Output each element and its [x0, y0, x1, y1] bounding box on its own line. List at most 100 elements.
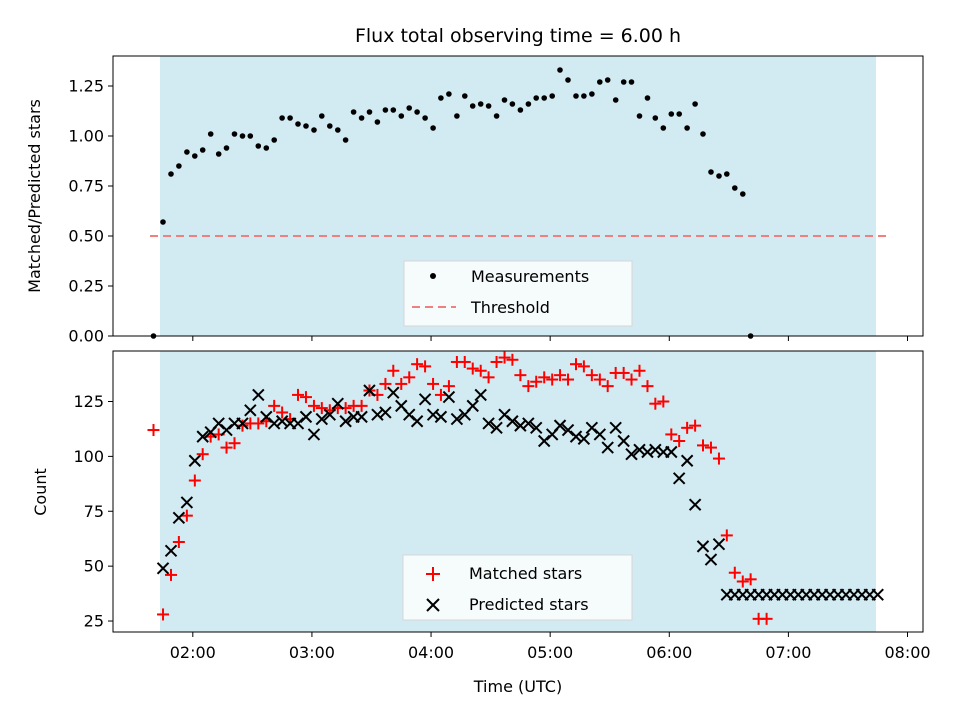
- matched-star-point: [196, 448, 209, 461]
- predicted-star-point: [553, 419, 567, 432]
- measurement-point: [446, 91, 452, 97]
- predicted-star-point: [188, 454, 202, 467]
- matched-star-point: [538, 371, 551, 384]
- measurement-point: [192, 153, 198, 159]
- predicted-star-point: [530, 421, 543, 435]
- matched-star-point: [188, 474, 201, 487]
- x-axis-label: Time (UTC): [473, 677, 562, 696]
- measurement-point: [533, 95, 539, 101]
- measurement-point: [295, 121, 301, 127]
- measurement-point: [350, 109, 357, 115]
- matched-star-point: [506, 353, 519, 366]
- matched-star-point: [593, 373, 606, 386]
- predicted-star-point: [625, 447, 638, 461]
- predicted-star-point: [649, 443, 662, 456]
- measurement-point: [199, 147, 206, 153]
- predicted-star-point: [617, 434, 630, 448]
- measurement-point: [684, 125, 690, 131]
- bottom-legend-box: [402, 554, 633, 621]
- matched-star-point: [498, 351, 511, 364]
- matched-star-point: [379, 377, 392, 390]
- matched-star-point: [728, 566, 741, 579]
- bottom-y-tick-label: 75: [84, 502, 104, 521]
- predicted-star-point: [315, 412, 329, 426]
- measurement-point: [406, 105, 413, 111]
- predicted-star-point: [180, 496, 194, 509]
- matched-star-point: [172, 535, 185, 548]
- measurement-point: [644, 95, 651, 101]
- bottom-y-tick-label: 50: [84, 557, 104, 576]
- matched-star-point: [657, 395, 670, 408]
- matched-star-point: [268, 399, 281, 412]
- predicted-star-point: [712, 537, 726, 551]
- measurement-point: [485, 103, 492, 109]
- measurement-point: [366, 109, 373, 115]
- matched-star-point: [355, 399, 368, 412]
- predicted-star-point: [577, 432, 591, 446]
- matched-star-point: [625, 373, 638, 386]
- measurement-point: [382, 107, 389, 113]
- measurement-point: [724, 171, 730, 177]
- matched-star-point: [291, 388, 304, 401]
- measurement-point: [438, 95, 444, 101]
- predicted-star-point: [252, 388, 265, 402]
- measurement-point: [271, 137, 278, 143]
- top-legend: Measurements Threshold: [403, 260, 633, 327]
- top-measurement-points: [150, 67, 754, 339]
- measurement-point: [517, 107, 524, 113]
- measurement-point: [692, 101, 698, 107]
- matched-star-point: [419, 360, 432, 373]
- measurement-point: [541, 95, 547, 101]
- measurement-point: [477, 101, 484, 107]
- matched-star-point: [395, 377, 408, 390]
- measurement-point: [549, 93, 555, 99]
- top-panel: 0.00 0.25 0.50 0.75 1.00 1.25 Matched/Predict…: [25, 55, 924, 346]
- top-y-ticks: 0.00 0.25 0.50 0.75 1.00 1.25: [68, 77, 113, 346]
- bottom-x-tick-label: 02:00: [170, 643, 216, 662]
- predicted-star-point: [665, 445, 678, 459]
- measurement-point: [239, 133, 246, 139]
- measurement-point: [160, 219, 166, 225]
- predicted-star-point: [331, 397, 344, 410]
- bottom-x-tick-label: 06:00: [646, 643, 692, 662]
- measurement-point: [509, 101, 516, 107]
- measurement-point: [287, 115, 293, 121]
- top-y-tick-label: 0.50: [68, 227, 104, 246]
- top-axes-frame: [112, 55, 924, 337]
- measurement-point: [374, 119, 381, 125]
- measurement-point: [660, 125, 667, 131]
- predicted-star-point: [641, 445, 654, 459]
- predicted-star-point: [506, 415, 519, 428]
- predicted-star-point: [474, 388, 487, 402]
- measurement-point: [612, 97, 619, 103]
- measurement-point: [708, 169, 714, 175]
- predicted-star-point: [275, 415, 289, 428]
- bottom-axes-frame: [112, 350, 924, 633]
- matched-star-point: [236, 419, 249, 432]
- measurement-point: [557, 67, 563, 73]
- matched-star-point: [617, 366, 630, 379]
- matched-star-point: [458, 355, 471, 368]
- bottom-x-tick-label: 05:00: [527, 643, 573, 662]
- top-y-axis-label: Matched/Predicted stars: [25, 99, 44, 293]
- matched-star-point: [760, 612, 773, 625]
- matched-star-point: [157, 608, 170, 621]
- predicted-star-point: [236, 417, 249, 430]
- measurement-point: [422, 115, 428, 121]
- predicted-star-point: [633, 443, 646, 456]
- measurement-point: [716, 173, 722, 179]
- measurement-point: [501, 97, 508, 103]
- measurement-point: [597, 79, 603, 85]
- bottom-x-tick-label: 07:00: [765, 643, 811, 662]
- matched-star-point: [315, 402, 328, 415]
- measurement-point: [263, 145, 270, 151]
- measurement-point: [279, 115, 285, 121]
- matched-star-point: [299, 391, 312, 404]
- predicted-star-point: [387, 386, 400, 399]
- matched-star-point: [633, 364, 646, 377]
- matched-star-point: [530, 375, 543, 388]
- measurement-point: [573, 93, 579, 99]
- matched-star-point: [403, 371, 416, 384]
- matched-star-point: [180, 509, 193, 522]
- matched-star-point: [482, 371, 495, 384]
